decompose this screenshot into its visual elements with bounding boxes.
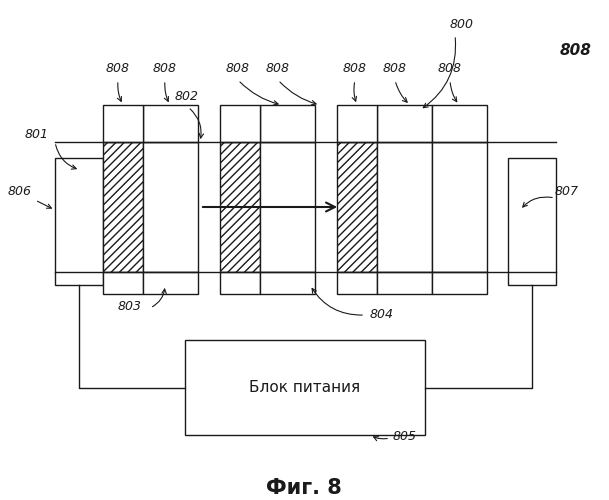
Bar [337,272,377,294]
Text: 808: 808 [343,62,367,75]
Bar [432,272,487,294]
Text: 808: 808 [106,62,130,75]
Bar [377,272,432,294]
Text: 804: 804 [370,308,394,321]
Bar [337,105,377,142]
Bar [143,105,198,142]
Bar [377,142,432,272]
Text: 803: 803 [118,300,142,313]
Text: 808: 808 [438,62,462,75]
Bar [103,272,143,294]
Text: 801: 801 [25,128,49,141]
Text: 808: 808 [153,62,177,75]
Text: Блок питания: Блок питания [250,380,361,395]
Text: 806: 806 [8,185,32,198]
Text: 807: 807 [555,185,579,198]
Bar [185,340,425,435]
Bar [260,272,315,294]
Text: 808: 808 [226,62,250,75]
Text: 802: 802 [175,90,199,103]
Bar [260,142,315,272]
Bar [103,105,143,142]
Bar [220,105,260,142]
Bar [508,158,556,285]
Bar [260,105,315,142]
Bar [337,142,377,272]
Bar [432,142,487,272]
Text: 805: 805 [393,430,417,443]
Bar [432,105,487,142]
Text: Фиг. 8: Фиг. 8 [266,478,342,498]
Bar [143,272,198,294]
Bar [143,142,198,272]
Bar [220,272,260,294]
Bar [377,105,432,142]
Text: 808: 808 [266,62,290,75]
Text: 800: 800 [450,18,474,31]
Text: 808: 808 [560,43,592,58]
Bar [55,158,103,285]
Bar [220,142,260,272]
Text: 808: 808 [383,62,407,75]
Bar [103,142,143,272]
